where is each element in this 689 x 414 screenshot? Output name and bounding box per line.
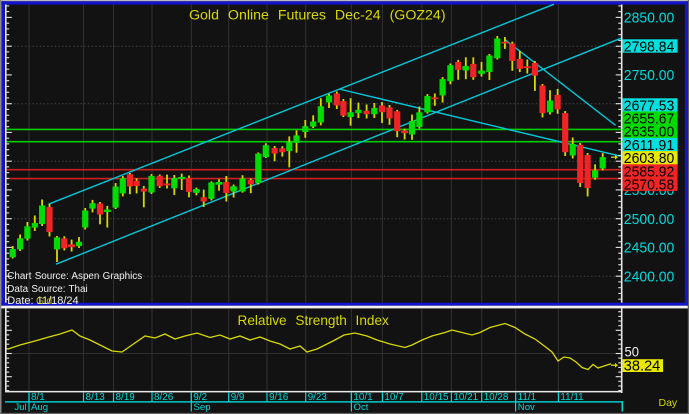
svg-text:2611.91: 2611.91 [624, 137, 675, 154]
svg-text:11/1: 11/1 [518, 392, 537, 403]
svg-text:Gold Online Futures Dec-24 (GO: Gold Online Futures Dec-24 (GOZ24) [189, 8, 446, 24]
svg-text:Sep: Sep [194, 402, 211, 413]
svg-text:2635.00: 2635.00 [624, 124, 675, 141]
svg-text:11/11: 11/11 [560, 392, 584, 403]
svg-text:10/21: 10/21 [453, 392, 478, 403]
svg-text:2570.58: 2570.58 [624, 177, 675, 194]
svg-text:9/2: 9/2 [193, 392, 207, 403]
svg-text:Day: Day [659, 397, 678, 409]
svg-text:10/1: 10/1 [353, 392, 373, 403]
svg-text:2655.67: 2655.67 [624, 111, 675, 128]
svg-text:50: 50 [625, 344, 640, 359]
svg-text:Date: 11/18/24: Date: 11/18/24 [7, 295, 78, 307]
svg-text:2677.53: 2677.53 [624, 97, 675, 114]
svg-text:2750.00: 2750.00 [624, 67, 675, 84]
svg-text:2450.00: 2450.00 [624, 240, 675, 257]
svg-text:8/26: 8/26 [154, 392, 174, 403]
svg-text:Data Source: Thai: Data Source: Thai [7, 284, 87, 295]
svg-text:2500.00: 2500.00 [624, 211, 675, 228]
svg-text:2400.00: 2400.00 [624, 269, 675, 286]
svg-text:8/1: 8/1 [31, 392, 45, 403]
svg-text:9/23: 9/23 [308, 392, 328, 403]
svg-text:2603.80: 2603.80 [624, 150, 675, 167]
svg-text:Jul: Jul [14, 402, 26, 413]
svg-text:9/16: 9/16 [269, 392, 289, 403]
svg-text:9/9: 9/9 [231, 392, 245, 403]
svg-text:2850.00: 2850.00 [624, 10, 675, 27]
svg-text:8/19: 8/19 [116, 392, 136, 403]
svg-text:Gld: Gld [36, 296, 52, 307]
svg-text:8/13: 8/13 [86, 392, 106, 403]
svg-text:10/28: 10/28 [484, 392, 509, 403]
svg-text:Aug: Aug [31, 402, 48, 413]
svg-text:10/7: 10/7 [384, 392, 403, 403]
svg-text:10/15: 10/15 [424, 392, 449, 403]
svg-text:2798.84: 2798.84 [624, 38, 675, 55]
svg-text:Oct: Oct [354, 402, 369, 413]
svg-text:Chart Source: Aspen Graphics: Chart Source: Aspen Graphics [7, 271, 142, 282]
svg-text:Nov: Nov [518, 402, 535, 413]
svg-text:Relative Strength Index: Relative Strength Index [238, 313, 390, 328]
svg-text:38.24: 38.24 [624, 357, 661, 374]
svg-text:2585.92: 2585.92 [624, 163, 675, 180]
